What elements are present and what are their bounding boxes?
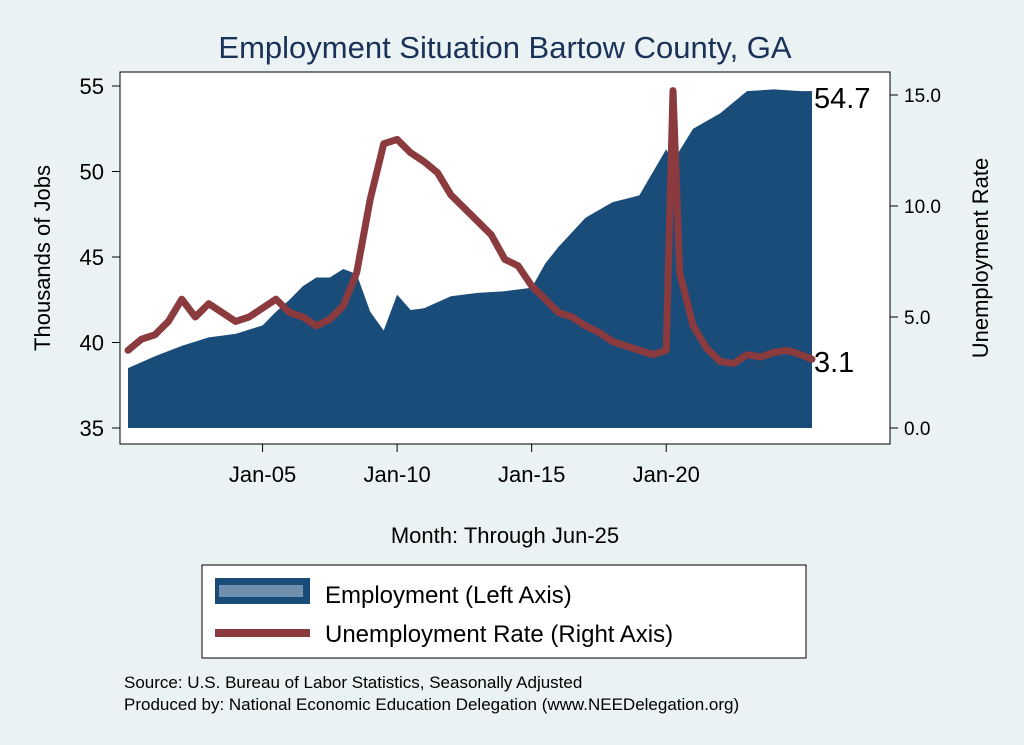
y-axis-right-label: Unemployment Rate	[968, 158, 993, 359]
source-line-2: Produced by: National Economic Education…	[124, 695, 739, 714]
y-right-tick-label: 15.0	[904, 86, 941, 107]
legend-label-unemployment: Unemployment Rate (Right Axis)	[325, 621, 673, 648]
y-left-tick-label: 35	[80, 416, 104, 441]
employment-end-label: 54.7	[814, 83, 870, 115]
y-left-tick-label: 55	[80, 74, 104, 99]
axes-layer: 35 40 45 50 55 0.0 5.0 10.0 15.0 Jan-05 Jan-10 Jan-…	[80, 74, 941, 487]
y-right-tick-label: 10.0	[904, 197, 941, 218]
x-axis-label: Month: Through Jun-25	[391, 523, 619, 548]
x-tick-label: Jan-10	[363, 462, 430, 487]
source-line-1: Source: U.S. Bureau of Labor Statistics,…	[124, 673, 582, 692]
employment-area-layer	[128, 89, 812, 429]
unemployment-line-layer	[124, 87, 816, 368]
legend-swatch-employment-inner	[219, 585, 303, 597]
legend-label-employment: Employment (Left Axis)	[325, 582, 572, 609]
x-tick-label: Jan-05	[229, 462, 296, 487]
y-axis-left-label: Thousands of Jobs	[30, 165, 55, 351]
y-left-tick-label: 50	[80, 160, 104, 185]
x-tick-label: Jan-20	[633, 462, 700, 487]
y-left-tick-label: 45	[80, 245, 104, 270]
chart-title: Employment Situation Bartow County, GA	[218, 30, 792, 65]
unemployment-end-label: 3.1	[814, 347, 854, 379]
legend: Employment (Left Axis) Unemployment Rate…	[201, 564, 807, 659]
unemployment-line	[124, 87, 816, 368]
x-tick-label: Jan-15	[498, 462, 565, 487]
y-right-tick-label: 5.0	[904, 308, 930, 329]
y-right-tick-label: 0.0	[904, 419, 930, 440]
y-left-tick-label: 40	[80, 331, 104, 356]
employment-area	[128, 89, 812, 429]
